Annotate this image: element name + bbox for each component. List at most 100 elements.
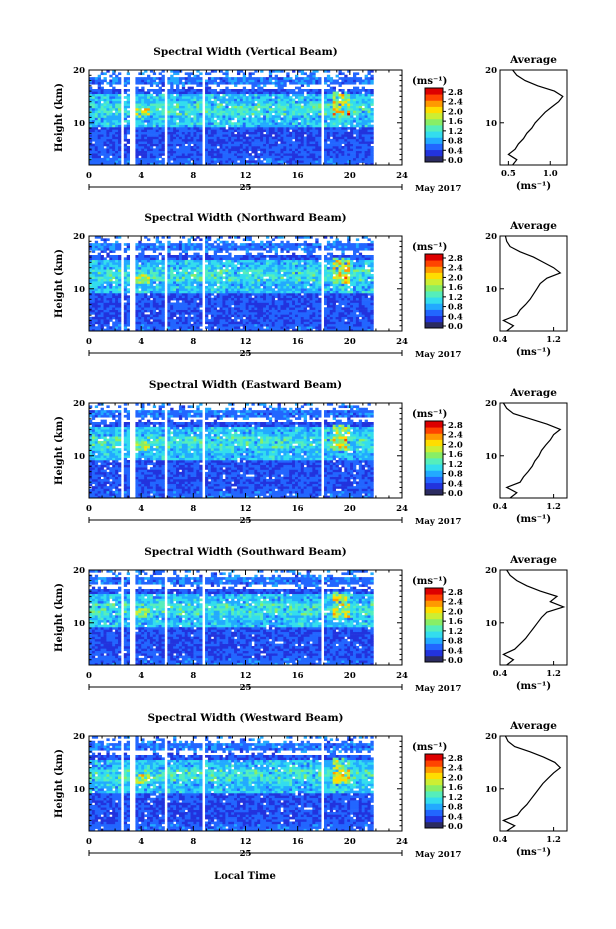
heatmap-cell — [207, 157, 212, 161]
heatmap-cell — [141, 312, 145, 315]
colorbar-tick-label: 2.4 — [448, 98, 463, 108]
heatmap-cell — [318, 119, 322, 123]
heatmap-cell — [196, 314, 200, 318]
heatmap-cell — [181, 285, 186, 289]
heatmap-cell — [149, 117, 154, 121]
heatmap-cell — [196, 70, 200, 73]
heatmap-cell — [205, 72, 209, 76]
heatmap-cell — [254, 81, 258, 85]
heatmap-cell — [239, 150, 244, 154]
heatmap-cell — [210, 110, 215, 114]
heatmap-cell — [329, 155, 334, 159]
heatmap-cell — [213, 115, 218, 118]
heatmap-cell — [254, 115, 258, 118]
heatmap-cell — [216, 262, 220, 265]
heatmap-cell — [286, 119, 290, 123]
heatmap-cell — [283, 134, 287, 137]
heatmap-cell — [323, 160, 328, 163]
heatmap-cell — [274, 138, 278, 142]
heatmap-cell — [228, 122, 232, 125]
heatmap-cell — [196, 79, 200, 83]
heatmap-cell — [344, 155, 348, 159]
heatmap-cell — [112, 141, 116, 144]
heatmap-cell — [216, 293, 220, 296]
heatmap-cell — [97, 245, 101, 249]
heatmap-cell — [283, 143, 287, 147]
heatmap-cell — [178, 312, 183, 315]
heatmap-cell — [257, 96, 261, 99]
heatmap-cell — [254, 138, 258, 142]
heatmap-cell — [123, 81, 128, 85]
heatmap-cell — [158, 323, 162, 327]
heatmap-cell — [219, 283, 223, 287]
heatmap-cell — [257, 110, 261, 114]
heatmap-cell — [318, 96, 322, 99]
heatmap-cell — [158, 300, 162, 303]
heatmap-cell — [353, 91, 357, 95]
heatmap-cell — [277, 103, 281, 106]
heatmap-cell — [100, 129, 104, 133]
heatmap-cell — [225, 74, 229, 78]
heatmap-cell — [123, 100, 128, 104]
heatmap-cell — [265, 119, 270, 123]
heatmap-cell — [271, 136, 276, 140]
heatmap-cell — [196, 136, 200, 140]
heatmap-cell — [144, 115, 148, 118]
heatmap-cell — [245, 91, 249, 95]
heatmap-cell — [118, 146, 122, 149]
heatmap-cell — [271, 157, 276, 161]
heatmap-cell — [199, 153, 203, 156]
heatmap-cell — [152, 110, 157, 114]
heatmap-cell — [199, 77, 203, 80]
heatmap-cell — [147, 276, 151, 280]
heatmap-cell — [228, 129, 232, 133]
heatmap-cell — [361, 153, 365, 156]
heatmap-cell — [97, 146, 101, 149]
heatmap-cell — [222, 91, 226, 95]
heatmap-cell — [358, 124, 363, 128]
heatmap-cell — [289, 134, 293, 137]
heatmap-cell — [210, 134, 215, 137]
heatmap-cell — [147, 309, 151, 313]
heatmap-cell — [118, 138, 122, 142]
heatmap-cell — [135, 321, 139, 325]
heatmap-cell — [91, 278, 96, 282]
heatmap-cell — [161, 160, 165, 163]
heatmap-cell — [170, 162, 174, 166]
heatmap-cell — [141, 243, 145, 246]
heatmap-cell — [245, 122, 249, 125]
heatmap-cell — [118, 309, 122, 313]
heatmap-cell — [312, 119, 316, 123]
heatmap-cell — [178, 295, 183, 299]
heatmap-cell — [97, 309, 101, 313]
heatmap-cell — [147, 108, 151, 111]
heatmap-cell — [271, 110, 276, 114]
heatmap-cell — [167, 112, 171, 116]
heatmap-cell — [268, 89, 273, 92]
heatmap-cell — [181, 108, 186, 111]
heatmap-cell — [341, 117, 345, 121]
heatmap-cell — [97, 288, 101, 291]
heatmap-cell — [138, 321, 142, 325]
heatmap-cell — [216, 77, 220, 80]
heatmap-cell — [118, 276, 122, 280]
heatmap-cell — [176, 157, 180, 161]
heatmap-cell — [326, 162, 331, 166]
heatmap-cell — [178, 247, 183, 251]
heatmap-cell — [280, 100, 284, 104]
heatmap-cell — [89, 262, 93, 265]
heatmap-cell — [184, 72, 189, 76]
heatmap-cell — [199, 238, 203, 242]
heatmap-cell — [170, 153, 174, 156]
heatmap-cell — [97, 259, 101, 263]
heatmap-cell — [167, 243, 171, 246]
heatmap-cell — [161, 302, 165, 306]
heatmap-cell — [138, 259, 142, 263]
heatmap-cell — [347, 143, 351, 147]
heatmap-cell — [109, 81, 113, 85]
heatmap-cell — [138, 157, 142, 161]
heatmap-cell — [100, 314, 104, 318]
heatmap-cell — [355, 115, 360, 118]
heatmap-cell — [205, 110, 209, 114]
